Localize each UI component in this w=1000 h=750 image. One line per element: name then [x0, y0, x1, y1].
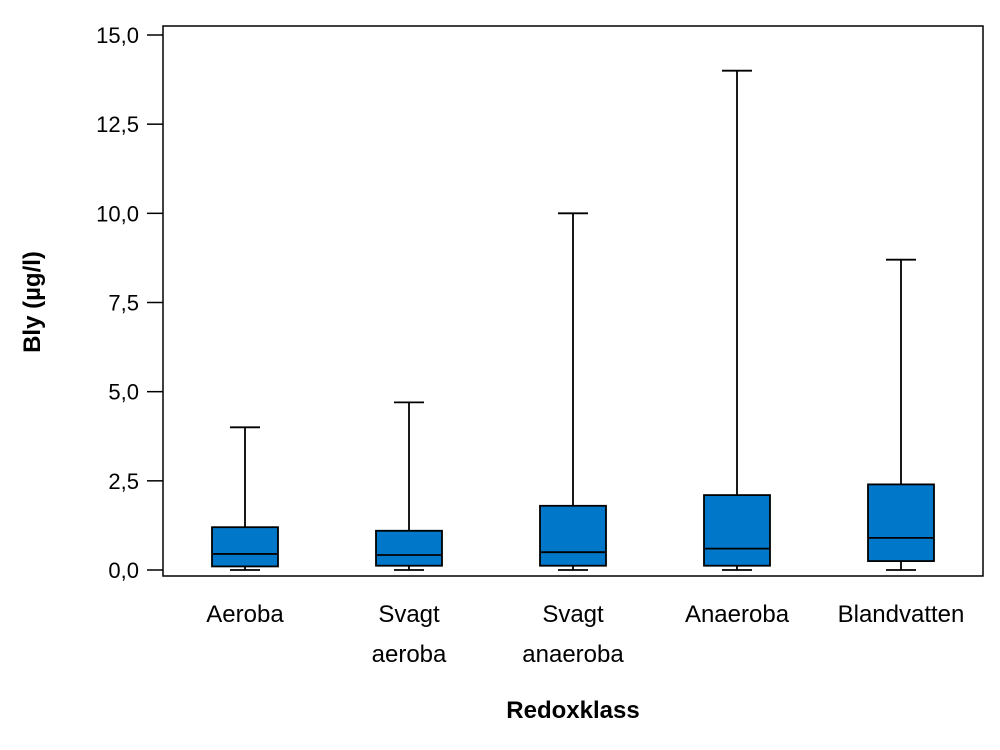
iqr-box: [867, 483, 935, 562]
x-axis-title: Redoxklass: [506, 697, 639, 724]
y-tick-label: 15,0: [96, 23, 139, 48]
box-group: [211, 426, 279, 571]
y-tick-label: 12,5: [96, 112, 139, 137]
iqr-box: [703, 494, 771, 567]
y-axis: 0,0 2,5 5,0 7,5 10,0 12,5 15,0: [96, 23, 163, 583]
x-category-label: Blandvatten: [838, 601, 965, 628]
y-tick-label: 10,0: [96, 201, 139, 226]
y-tick-label: 5,0: [108, 380, 139, 405]
box-group: [703, 69, 771, 571]
y-tick-label: 2,5: [108, 469, 139, 494]
box-group: [867, 258, 935, 571]
plot-frame: [162, 25, 984, 577]
box-group: [539, 212, 607, 571]
iqr-box: [375, 529, 443, 567]
x-category-label: Svagt anaeroba: [522, 601, 624, 668]
x-category-label: Svagt aeroba: [372, 601, 447, 668]
iqr-box: [211, 526, 279, 568]
y-axis-title: Bly (µg/l): [19, 251, 46, 353]
x-axis-labels: Aeroba Svagt aeroba Svagt anaeroba Anaeroba Bl…: [206, 601, 964, 668]
boxes: [211, 69, 935, 571]
y-tick-label: 0,0: [108, 558, 139, 583]
box-group: [375, 401, 443, 571]
iqr-box: [539, 504, 607, 567]
x-category-label: Aeroba: [206, 601, 284, 628]
x-category-label: Anaeroba: [685, 601, 790, 628]
y-tick-label: 7,5: [108, 291, 139, 316]
